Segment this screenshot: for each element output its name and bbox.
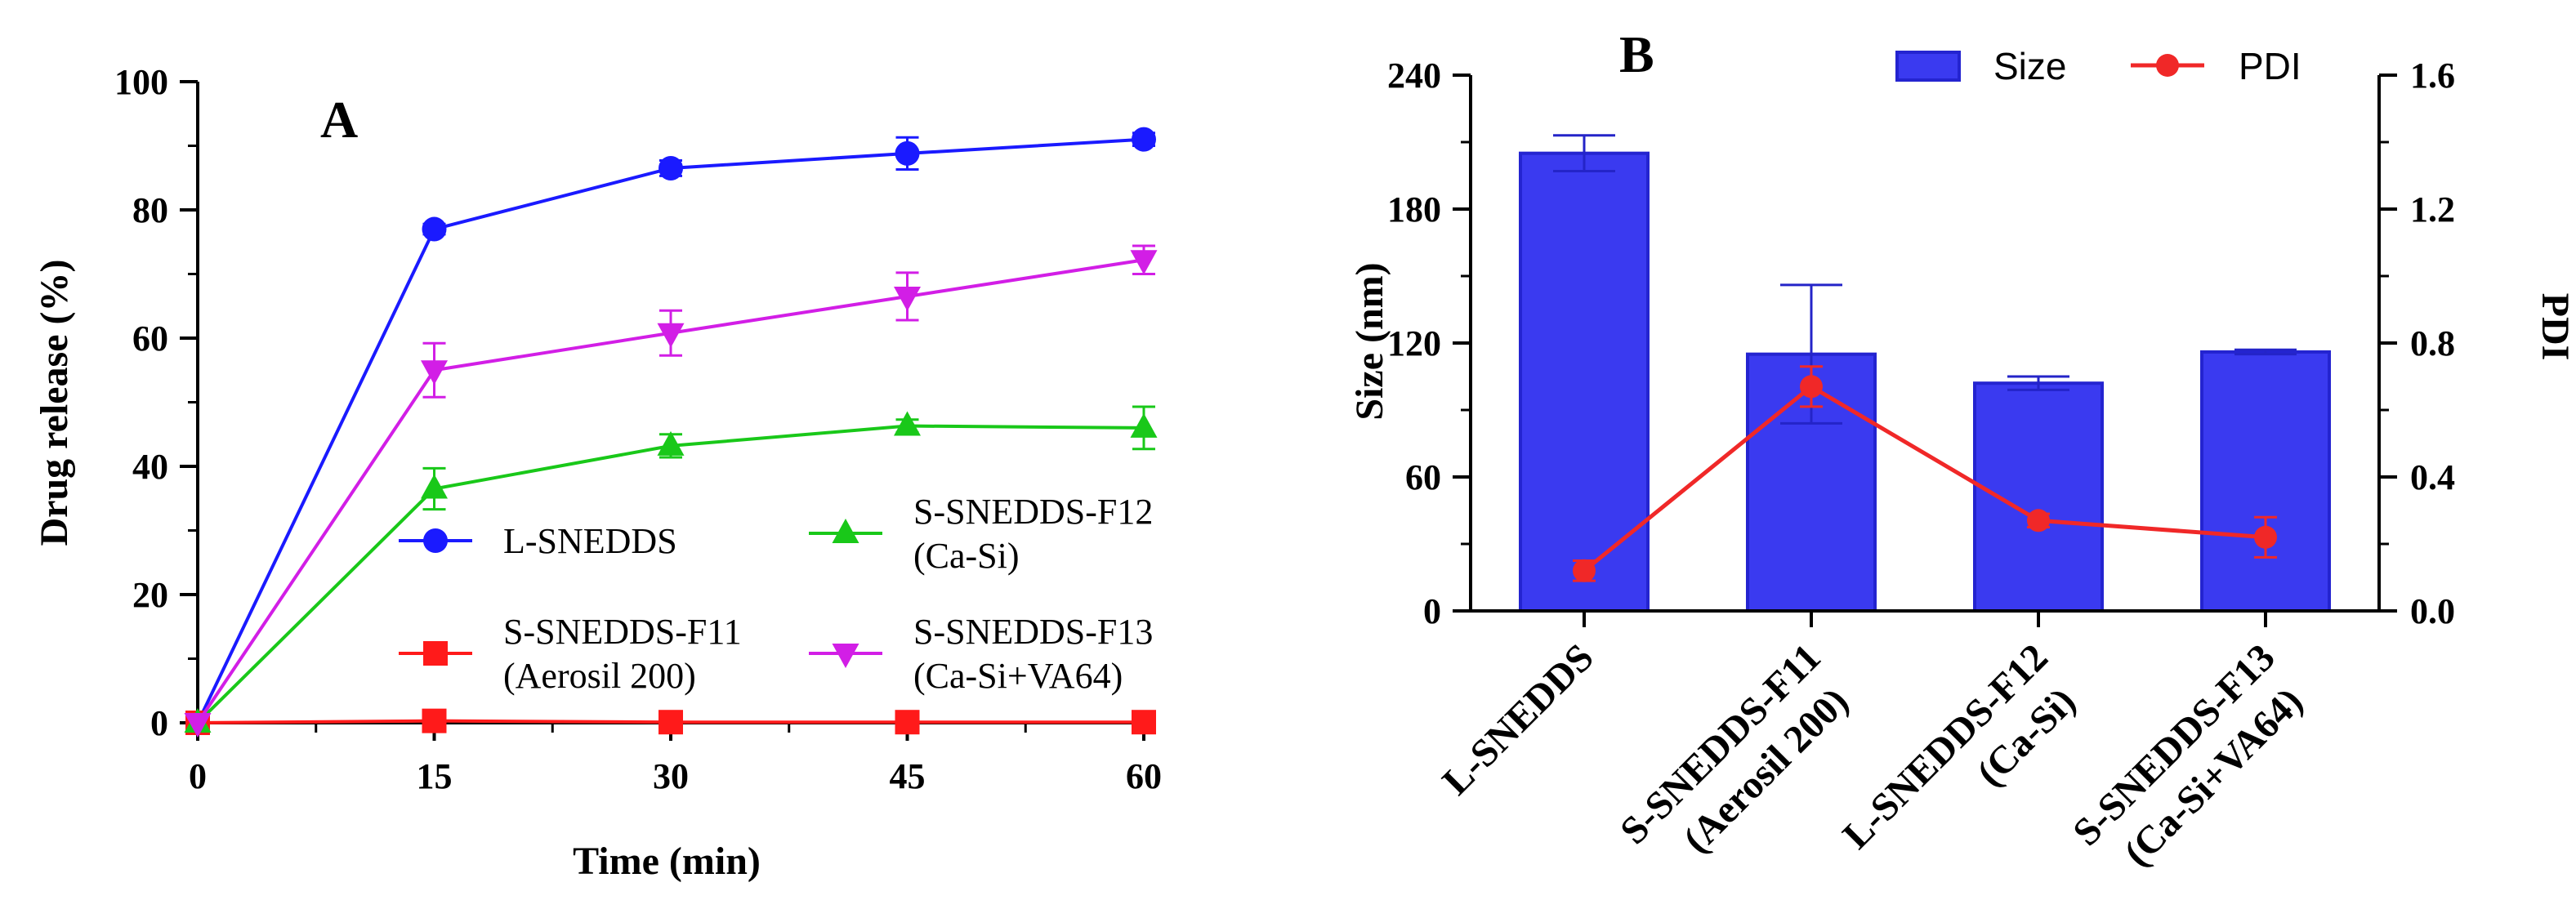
b-pdi-point [2027, 509, 2050, 533]
a-legend-label: L-SNEDDS [503, 521, 677, 561]
b-left-tick-label: 180 [1387, 189, 1441, 230]
a-x-tick-label: 45 [890, 756, 926, 796]
b-right-tick-label: 0.8 [2410, 323, 2455, 363]
a-y-tick-label: 100 [114, 62, 168, 102]
a-y-tick-label: 40 [132, 447, 168, 487]
a-legend-marker [423, 641, 448, 666]
panel-a: A 0 20 40 60 80 100 0 15 30 45 60 Drug release (%)… [33, 62, 1162, 883]
a-data-point [422, 708, 447, 733]
a-data-point [421, 474, 448, 499]
b-category-label: L-SNEDDS [1434, 635, 1601, 803]
a-data-point [184, 713, 212, 738]
a-legend-marker [832, 644, 859, 668]
a-y-tick-label: 60 [132, 319, 168, 359]
a-x-tick-label: 0 [189, 756, 207, 796]
a-data-point [421, 360, 448, 385]
b-category-label-group: S-SNEDDS-F11(Aerosil 200) [1612, 635, 1857, 861]
a-legend-label-line2: (Ca-Si+VA64) [913, 656, 1123, 696]
b-legend-pdi-label: PDI [2239, 45, 2301, 87]
b-right-tick-label: 1.2 [2410, 189, 2455, 230]
b-left-tick-label: 0 [1423, 591, 1441, 631]
a-data-point [894, 286, 921, 311]
panel-a-label: A [320, 91, 358, 149]
a-legend-label-line2: (Aerosil 200) [503, 656, 696, 696]
a-x-tick-label: 30 [653, 756, 689, 796]
a-y-tick-label: 80 [132, 190, 168, 230]
b-category-label-group: S-SNEDDS-F13(Ca-Si+VA64) [2065, 635, 2311, 875]
b-legend-size-swatch [1895, 51, 1961, 82]
a-data-point [895, 140, 920, 166]
a-legend-marker [423, 528, 448, 553]
a-y-tick-label: 20 [132, 575, 168, 615]
b-pdi-line [1583, 384, 2266, 573]
b-legend-size-label: Size [1993, 45, 2066, 87]
panel-b-legend: Size PDI [1895, 45, 2301, 87]
panel-b-left-y-axis-title: Size (nm) [1348, 262, 1391, 420]
b-size-bar [1519, 151, 1650, 613]
b-pdi-point [1573, 559, 1596, 582]
b-right-tick-label: 0.4 [2410, 457, 2455, 497]
a-x-tick-label: 15 [417, 756, 453, 796]
panel-a-x-axis-title: Time (min) [573, 840, 761, 883]
b-left-tick-label: 120 [1387, 323, 1441, 363]
b-left-tick-label: 240 [1387, 56, 1441, 96]
a-legend-label: S-SNEDDS-F13 [913, 612, 1153, 652]
a-data-point [422, 216, 447, 242]
a-data-point [1130, 412, 1158, 438]
a-legend-label: S-SNEDDS-F12 [913, 492, 1153, 532]
panel-b-label: B [1619, 25, 1654, 83]
b-pdi-point [1800, 375, 1823, 399]
panel-a-y-axis-title: Drug release (%) [33, 260, 76, 546]
a-y-tick-label: 0 [150, 703, 168, 743]
a-legend-label-line2: (Ca-Si) [913, 536, 1020, 576]
a-legend-marker [832, 519, 859, 543]
a-data-point [659, 710, 683, 735]
a-x-tick-label: 60 [1126, 756, 1162, 796]
a-data-point [659, 155, 683, 180]
panel-a-plot-area: 0 20 40 60 80 100 0 15 30 45 60 [114, 62, 1162, 796]
b-size-bar [1973, 381, 2104, 613]
panel-b-right-y-axis-title: PDI [2534, 293, 2576, 361]
a-data-point [657, 323, 685, 348]
a-data-point [1130, 250, 1158, 275]
b-pdi-point [2254, 525, 2277, 549]
b-size-bar [2200, 350, 2331, 613]
a-data-point [1132, 127, 1156, 152]
b-legend-pdi-marker [2156, 54, 2179, 77]
b-category-label-group: L-SNEDDS-F12(Ca-Si) [1834, 635, 2083, 857]
a-data-point [895, 710, 920, 735]
a-data-point [894, 411, 921, 436]
b-right-tick-label: 0.0 [2410, 591, 2455, 631]
b-category-label-group: L-SNEDDS [1434, 635, 1601, 803]
b-right-tick-label: 1.6 [2410, 56, 2455, 96]
b-left-tick-label: 60 [1405, 457, 1441, 497]
a-data-point [657, 430, 685, 456]
a-data-point [1132, 710, 1156, 735]
a-legend-label: S-SNEDDS-F11 [503, 612, 742, 652]
panel-a-legend: L-SNEDDS S-SNEDDS-F11(Aerosil 200) S-SNEDD… [399, 492, 1153, 696]
